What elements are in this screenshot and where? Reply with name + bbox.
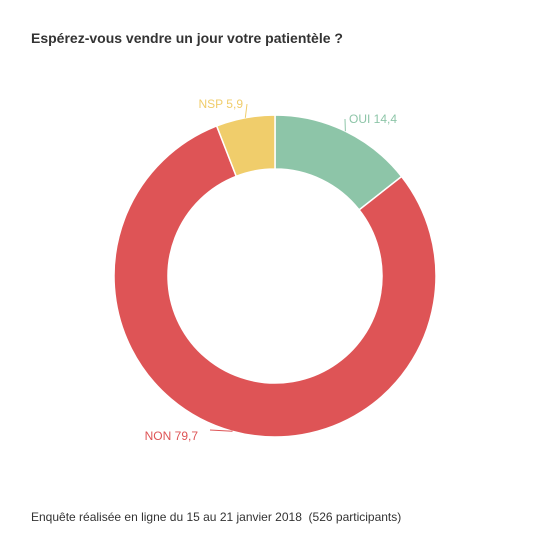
donut-slice-nsp <box>215 114 276 178</box>
chart-title: Espérez-vous vendre un jour votre patien… <box>31 30 343 46</box>
slice-label-non: NON 79,7 <box>145 429 199 443</box>
label-leaders <box>209 103 346 432</box>
chart-footnote: Enquête réalisée en ligne du 15 au 21 ja… <box>31 510 402 524</box>
leader-line-nsp <box>244 103 248 118</box>
donut-slice-non <box>113 124 437 438</box>
slice-label-oui: OUI 14,4 <box>349 112 397 126</box>
slice-labels: OUI 14,4 NON 79,7 NSP 5,9 <box>145 97 398 443</box>
slice-label-nsp: NSP 5,9 <box>199 97 244 111</box>
leader-line-non <box>209 429 233 432</box>
donut-slices <box>113 114 437 438</box>
